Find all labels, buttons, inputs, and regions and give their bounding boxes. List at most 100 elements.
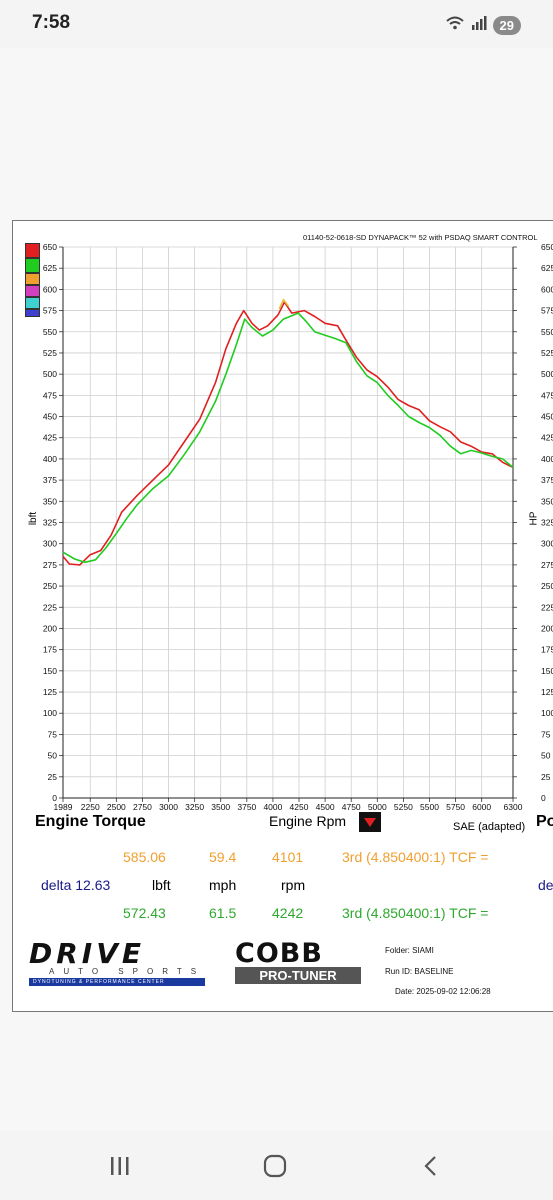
left-title: Engine Torque xyxy=(35,813,146,830)
x-tick-label: 2750 xyxy=(133,802,152,812)
y2-tick-label: 525 xyxy=(541,348,553,358)
y2-tick-label: 650 xyxy=(541,242,553,252)
y2-tick-label: 575 xyxy=(541,306,553,316)
recent-apps-icon xyxy=(111,1157,129,1175)
image-viewer: 01140-52-0618-SD DYNAPACK™ 52 with PSDAQ… xyxy=(0,48,553,1130)
y-tick-label: 625 xyxy=(43,263,57,273)
drive-logo-sub: AUTO SPORTS xyxy=(49,967,206,976)
date-info: Date: 2025-09-02 12:06:28 xyxy=(395,987,491,996)
y-tick-label: 50 xyxy=(48,751,58,761)
y2-tick-label: 300 xyxy=(541,539,553,549)
y-tick-label: 125 xyxy=(43,687,57,697)
y-tick-label: 575 xyxy=(43,306,57,316)
status-icons: 29 xyxy=(445,14,521,36)
right-title-partial: Po xyxy=(536,813,553,830)
x-tick-label: 5750 xyxy=(446,802,465,812)
series-line-2 xyxy=(278,298,290,310)
recent-apps-button[interactable] xyxy=(105,1152,135,1180)
x-tick-label: 6300 xyxy=(504,802,523,812)
run1-value: 585.06 xyxy=(123,849,166,865)
delta-label: delta 12.63 xyxy=(41,877,111,893)
x-tick-label: 6000 xyxy=(472,802,491,812)
x-tick-label: 3250 xyxy=(185,802,204,812)
legend-swatch-red xyxy=(25,243,40,258)
back-button[interactable] xyxy=(416,1152,446,1180)
y2-tick-label: 275 xyxy=(541,560,553,570)
y2-tick-label: 100 xyxy=(541,708,553,718)
y2-tick-label: 425 xyxy=(541,433,553,443)
y-tick-label: 225 xyxy=(43,602,57,612)
y2-tick-label: 325 xyxy=(541,518,553,528)
folder-info: Folder: SIAMI xyxy=(385,946,434,955)
rpm-dropdown-button[interactable] xyxy=(359,812,381,832)
x-tick-label: 5250 xyxy=(394,802,413,812)
dropdown-arrow-icon xyxy=(364,818,376,827)
y2-tick-label: 175 xyxy=(541,645,553,655)
y-tick-label: 250 xyxy=(43,581,57,591)
navigation-bar xyxy=(0,1130,553,1200)
y-tick-label: 325 xyxy=(43,518,57,528)
y-tick-label: 150 xyxy=(43,666,57,676)
torque-chart: 0 0 25 25 50 50 75 75 100 100 125 125 150 150 175 175 20… xyxy=(43,242,553,812)
series-line-0 xyxy=(62,301,514,566)
dyno-info: 01140-52-0618-SD DYNAPACK™ 52 with PSDAQ… xyxy=(303,233,538,242)
y2-tick-label: 625 xyxy=(541,263,553,273)
y-tick-label: 550 xyxy=(43,327,57,337)
y-tick-label: 400 xyxy=(43,454,57,464)
x-tick-label: 1989 xyxy=(54,802,73,812)
legend-swatch-orange xyxy=(25,273,40,285)
y2-tick-label: 500 xyxy=(541,369,553,379)
cobb-protuner-logo: COBB PRO-TUNER xyxy=(235,938,365,991)
y2-tick-label: 350 xyxy=(541,496,553,506)
y-tick-label: 200 xyxy=(43,623,57,633)
home-button[interactable] xyxy=(260,1152,290,1180)
y-tick-label: 100 xyxy=(43,708,57,718)
delta-right-partial: de xyxy=(538,877,553,893)
y-tick-label: 300 xyxy=(43,539,57,549)
legend-swatch-cyan xyxy=(25,297,40,309)
y2-tick-label: 125 xyxy=(541,687,553,697)
home-icon xyxy=(263,1154,287,1178)
y2-tick-label: 75 xyxy=(541,729,551,739)
y2-tick-label: 250 xyxy=(541,581,553,591)
y-tick-label: 650 xyxy=(43,242,57,252)
run1-mph: 59.4 xyxy=(209,849,237,865)
y-tick-label: 425 xyxy=(43,433,57,443)
run1-gear: 3rd (4.850400:1) TCF = xyxy=(342,849,489,865)
delta-unit-mph: mph xyxy=(209,877,237,893)
signal-icon xyxy=(471,15,487,36)
x-tick-label: 2500 xyxy=(107,802,126,812)
drive-logo-tag: DYNOTUNING & PERFORMANCE CENTER xyxy=(29,978,205,986)
y2-tick-label: 25 xyxy=(541,772,551,782)
drive-logo-text: DRIVE xyxy=(29,937,146,970)
y2-tick-label: 400 xyxy=(541,454,553,464)
y2-tick-label: 225 xyxy=(541,602,553,612)
x-tick-label: 4000 xyxy=(263,802,282,812)
run2-value: 572.43 xyxy=(123,905,166,921)
y-tick-label: 375 xyxy=(43,475,57,485)
x-tick-label: 5500 xyxy=(420,802,439,812)
y-tick-label: 175 xyxy=(43,645,57,655)
y2-tick-label: 475 xyxy=(541,390,553,400)
run2-mph: 61.5 xyxy=(209,905,237,921)
legend-swatch-blue xyxy=(25,309,40,317)
y2-tick-label: 200 xyxy=(541,623,553,633)
run1-rpm: 4101 xyxy=(272,849,304,865)
delta-unit-lbft: lbft xyxy=(152,877,171,893)
y-tick-label: 600 xyxy=(43,284,57,294)
cobb-logo-text: COBB xyxy=(235,938,323,969)
dyno-sheet: 01140-52-0618-SD DYNAPACK™ 52 with PSDAQ… xyxy=(12,220,553,1012)
y-tick-label: 450 xyxy=(43,412,57,422)
run-id-info: Run ID: BASELINE xyxy=(385,967,454,976)
delta-unit-rpm: rpm xyxy=(281,877,306,893)
cobb-logo-sub: PRO-TUNER xyxy=(235,967,361,984)
x-tick-label: 4500 xyxy=(316,802,335,812)
y-tick-label: 500 xyxy=(43,369,57,379)
x-tick-label: 3750 xyxy=(237,802,256,812)
y-tick-label: 0 xyxy=(52,793,57,803)
x-tick-label: 5000 xyxy=(368,802,387,812)
y-axis-label: lbft xyxy=(28,511,40,526)
run2-gear: 3rd (4.850400:1) TCF = xyxy=(342,905,489,921)
back-icon xyxy=(424,1156,436,1176)
legend-swatch-magenta xyxy=(25,285,40,297)
